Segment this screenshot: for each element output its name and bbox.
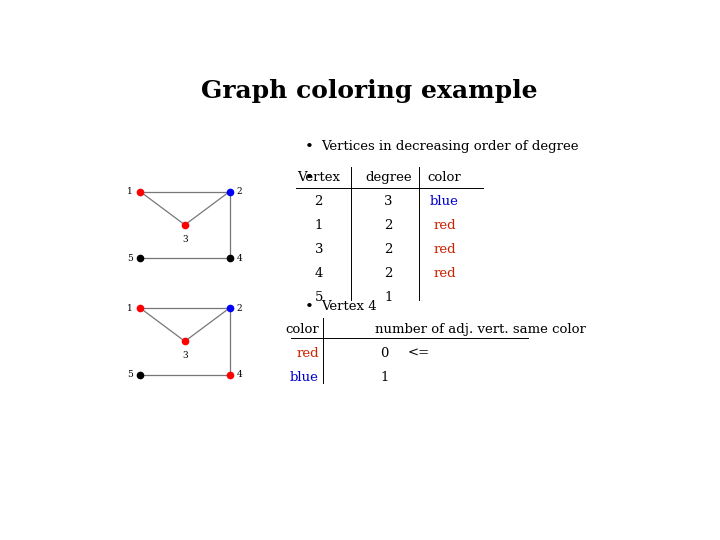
Text: number of adj. vert. same color: number of adj. vert. same color — [374, 322, 585, 336]
Text: 1: 1 — [127, 187, 133, 196]
Text: 4: 4 — [237, 254, 243, 262]
Text: Vertices in decreasing order of degree: Vertices in decreasing order of degree — [322, 140, 579, 153]
Text: 1: 1 — [315, 219, 323, 232]
Text: 2: 2 — [237, 303, 243, 313]
Text: 1: 1 — [380, 371, 389, 384]
Text: Vertex: Vertex — [297, 171, 341, 184]
Text: degree: degree — [365, 171, 412, 184]
Text: 2: 2 — [384, 243, 392, 256]
Text: •: • — [305, 171, 314, 185]
Text: red: red — [433, 267, 456, 280]
Text: 1: 1 — [384, 292, 392, 305]
Text: red: red — [433, 243, 456, 256]
Text: red: red — [433, 219, 456, 232]
Text: <=: <= — [408, 347, 430, 360]
Text: 3: 3 — [315, 243, 323, 256]
Text: 2: 2 — [237, 187, 243, 196]
Text: 3: 3 — [182, 352, 188, 360]
Text: blue: blue — [290, 371, 319, 384]
Text: 3: 3 — [182, 235, 188, 244]
Text: 3: 3 — [384, 195, 393, 208]
Text: 5: 5 — [127, 254, 133, 262]
Text: Graph coloring example: Graph coloring example — [201, 79, 537, 103]
Text: 4: 4 — [315, 267, 323, 280]
Text: Vertex 4: Vertex 4 — [322, 300, 377, 313]
Text: 2: 2 — [384, 267, 392, 280]
Text: 0: 0 — [380, 347, 389, 360]
Text: 2: 2 — [384, 219, 392, 232]
Text: 1: 1 — [127, 303, 133, 313]
Text: 5: 5 — [127, 370, 133, 379]
Text: red: red — [296, 347, 319, 360]
Text: blue: blue — [430, 195, 459, 208]
Text: •: • — [305, 140, 314, 154]
Text: 2: 2 — [315, 195, 323, 208]
Text: 4: 4 — [237, 370, 243, 379]
Text: color: color — [285, 322, 319, 336]
Text: •: • — [305, 300, 314, 314]
Text: color: color — [428, 171, 462, 184]
Text: 5: 5 — [315, 292, 323, 305]
